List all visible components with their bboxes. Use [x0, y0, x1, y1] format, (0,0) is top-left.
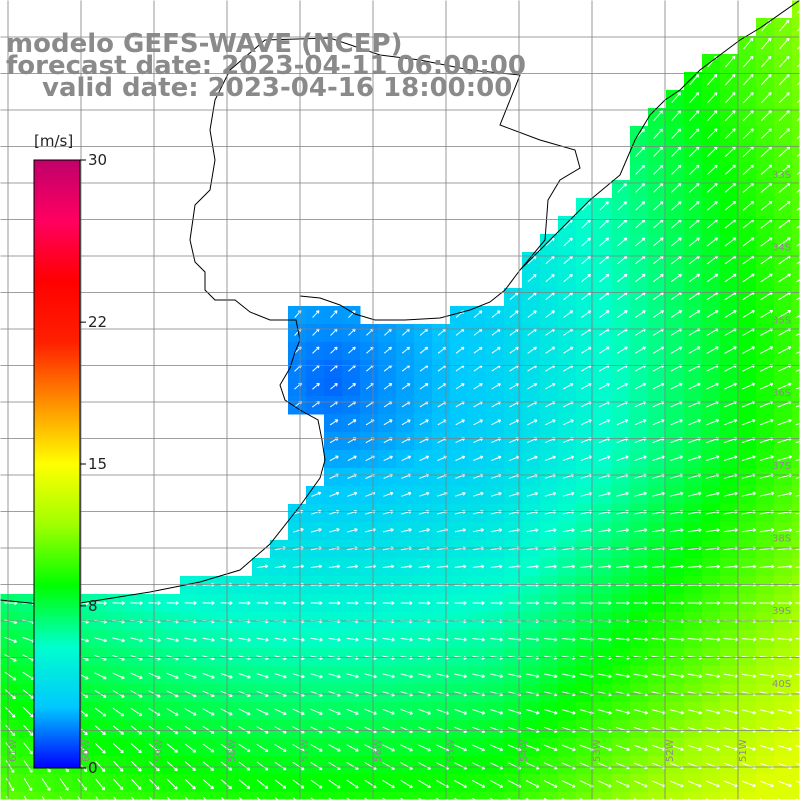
latitude-label: 33S [772, 170, 791, 181]
longitude-label: 55W [446, 739, 457, 762]
wind-speed-cell [630, 792, 649, 800]
wind-speed-cell [792, 54, 800, 73]
wind-speed-cell [216, 792, 235, 800]
wind-speed-cell [792, 702, 800, 721]
longitude-label: 52W [665, 739, 676, 762]
wind-speed-cell [360, 792, 379, 800]
longitude-label: 61W [8, 739, 19, 762]
wind-speed-cell [522, 792, 541, 800]
colorbar-gradient [34, 160, 80, 768]
wind-speed-cell [666, 792, 685, 800]
latitude-label: 39S [772, 606, 791, 617]
wind-speed-cell [792, 360, 800, 379]
longitude-label: 59W [154, 739, 165, 762]
wind-speed-cell [792, 126, 800, 145]
wind-speed-cell [540, 792, 559, 800]
wind-speed-cell [396, 792, 415, 800]
wind-speed-cell [792, 720, 800, 739]
wind-speed-cell [792, 36, 800, 55]
wind-speed-cell [324, 792, 343, 800]
wind-speed-cell [594, 792, 613, 800]
wind-speed-cell [792, 72, 800, 91]
longitude-label: 58W [227, 739, 238, 762]
latitude-label: 37S [772, 461, 791, 472]
wind-speed-cell [792, 774, 800, 793]
colorbar-tick-label: 0 [88, 759, 98, 777]
wind-speed-cell [756, 792, 775, 800]
wind-speed-cell [0, 792, 19, 800]
valid-date: valid date: 2023-04-16 18:00:00 [42, 75, 512, 101]
wind-speed-cell [90, 792, 109, 800]
wind-speed-cell [792, 162, 800, 181]
latitude-label: 38S [772, 534, 791, 545]
wind-speed-cell [558, 792, 577, 800]
wind-speed-cell [792, 756, 800, 775]
wind-speed-cell [612, 792, 631, 800]
wind-speed-cell [162, 792, 181, 800]
wind-speed-cell [792, 324, 800, 343]
latitude-label: 34S [772, 243, 791, 254]
wind-speed-cell [36, 792, 55, 800]
wind-speed-cell [54, 792, 73, 800]
wind-speed-cell [486, 792, 505, 800]
wind-speed-cell [792, 342, 800, 361]
wind-speed-cell [792, 270, 800, 289]
wind-speed-cell [342, 792, 361, 800]
wind-speed-cell [414, 792, 433, 800]
colorbar-unit-label: [m/s] [34, 132, 73, 150]
longitude-label: 51W [738, 739, 749, 762]
colorbar-tick-label: 15 [88, 455, 107, 473]
wind-speed-cell [306, 792, 325, 800]
wind-speed-cell [180, 792, 199, 800]
wind-speed-cell [108, 792, 127, 800]
wind-speed-cell [792, 306, 800, 325]
wind-speed-cell [792, 378, 800, 397]
wind-speed-cell [126, 792, 145, 800]
wind-speed-cell [432, 792, 451, 800]
wind-speed-cell [792, 108, 800, 127]
wind-speed-cell [792, 18, 800, 37]
wind-speed-cell [648, 792, 667, 800]
wind-speed-cell [270, 792, 289, 800]
wind-speed-cell [792, 288, 800, 307]
wind-speed-cell [792, 666, 800, 685]
latitude-label: 35S [772, 315, 791, 326]
wind-speed-cell [792, 234, 800, 253]
wind-speed-cell [792, 90, 800, 109]
wind-speed-cell [234, 792, 253, 800]
wind-speed-cell [468, 792, 487, 800]
wind-speed-cell [144, 792, 163, 800]
wind-speed-cell [450, 792, 469, 800]
colorbar-tick-label: 30 [88, 151, 107, 169]
wind-speed-cell [792, 738, 800, 757]
wind-speed-cell [288, 792, 307, 800]
wind-speed-cell [684, 792, 703, 800]
longitude-label: 53W [592, 739, 603, 762]
wind-speed-cell [18, 792, 37, 800]
wind-speed-cell [720, 792, 739, 800]
wind-speed-cell [378, 792, 397, 800]
longitude-label: 57W [300, 739, 311, 762]
wind-speed-cell [792, 216, 800, 235]
colorbar-tick-label: 22 [88, 313, 107, 331]
wind-speed-cell [504, 792, 523, 800]
wind-speed-cell [792, 252, 800, 271]
wind-speed-cell [774, 792, 793, 800]
wind-speed-cell [738, 792, 757, 800]
longitude-label: 54W [519, 739, 530, 762]
wind-speed-cell [198, 792, 217, 800]
latitude-label: 40S [772, 679, 791, 690]
wind-speed-cell [792, 684, 800, 703]
wind-speed-cell [702, 792, 721, 800]
wind-speed-cell [252, 792, 271, 800]
colorbar-tick-label: 8 [88, 597, 98, 615]
wind-speed-cell [792, 198, 800, 217]
longitude-label: 56W [373, 739, 384, 762]
latitude-label: 36S [772, 388, 791, 399]
wind-speed-cell [792, 396, 800, 415]
wind-speed-cell [792, 792, 800, 800]
